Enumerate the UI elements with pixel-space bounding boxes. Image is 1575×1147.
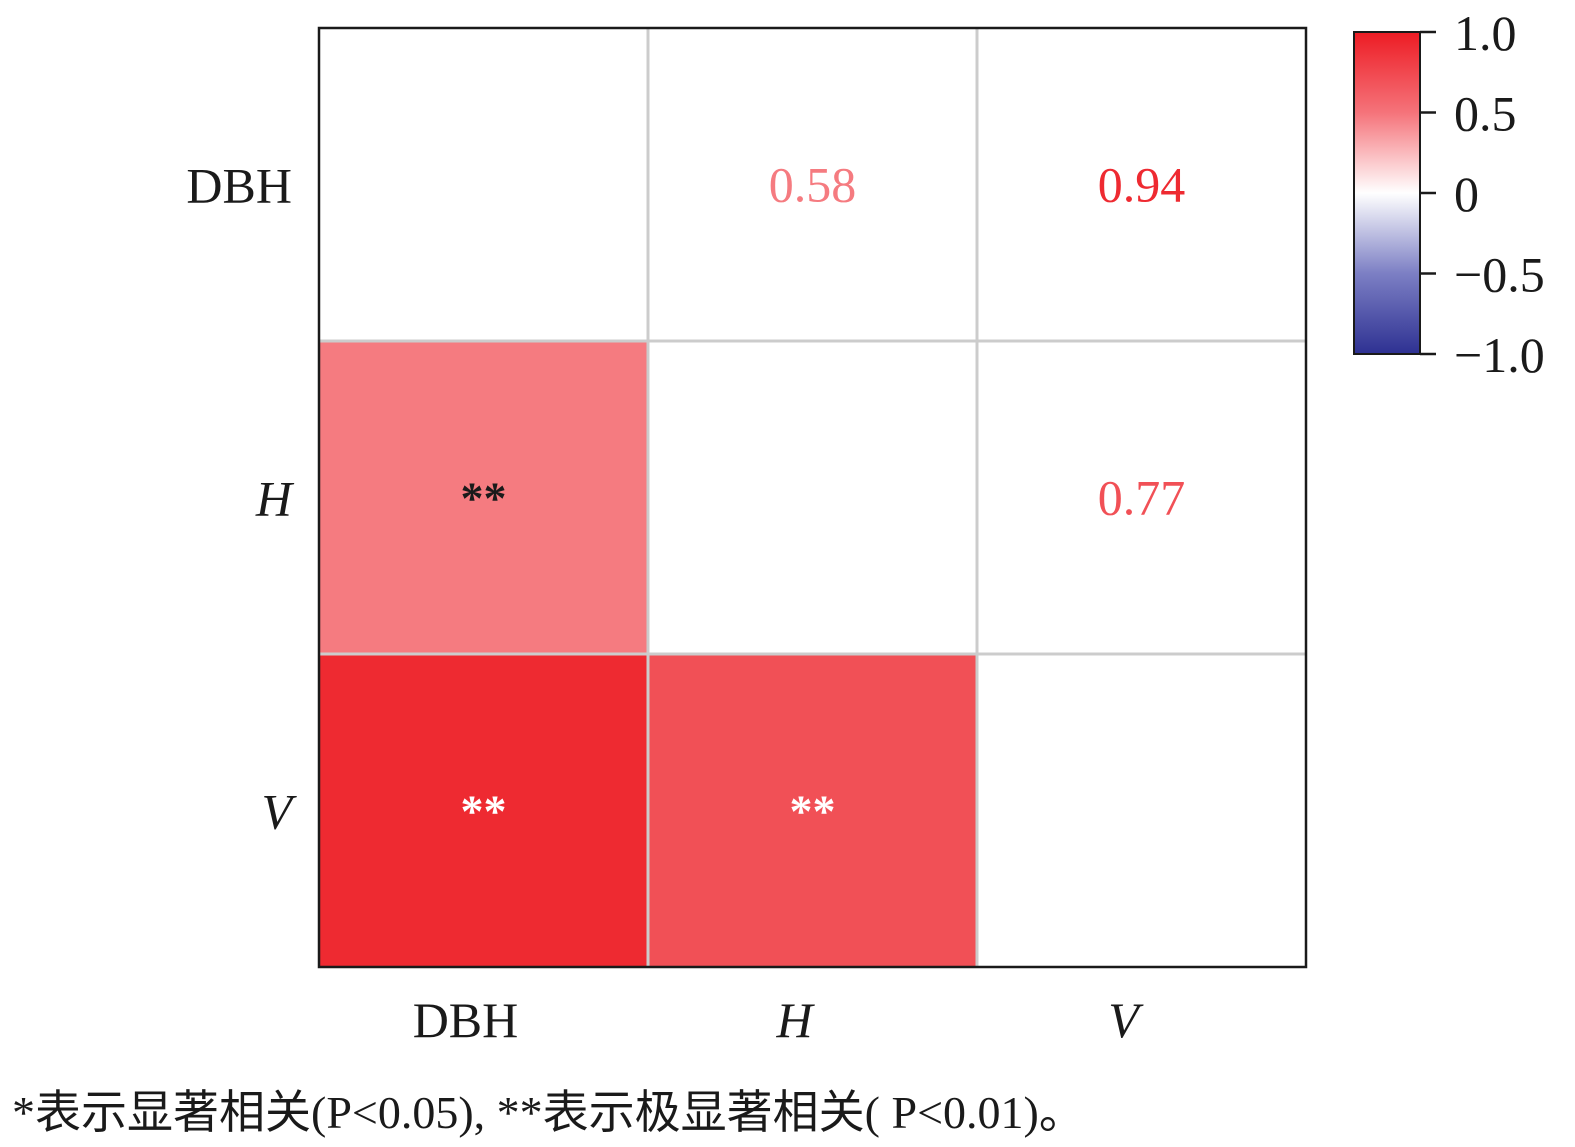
colorbar-tick-label: −1.0: [1454, 327, 1545, 383]
y-tick-label: DBH: [186, 158, 292, 214]
correlation-value-label: 0.58: [769, 157, 857, 213]
plot-frame: [317, 26, 1308, 969]
heatmap-cell-r1-c0: [319, 341, 648, 654]
significance-marker: **: [461, 473, 507, 524]
heatmap-cell-r2-c1: [648, 654, 977, 967]
x-tick-label: V: [1108, 992, 1144, 1048]
significance-marker: **: [461, 786, 507, 837]
heatmap-cell-r2-c0: [319, 654, 648, 967]
significance-marker: **: [790, 786, 836, 837]
colorbar-tick-label: 1.0: [1454, 5, 1517, 61]
colorbar-tick-label: 0: [1454, 166, 1479, 222]
y-tick-label: V: [261, 784, 297, 840]
correlation-value-label: 0.94: [1098, 157, 1186, 213]
x-tick-label: H: [775, 992, 815, 1048]
colorbar-tick-label: −0.5: [1454, 247, 1545, 303]
footnote: *表示显著相关(P<0.05), **表示极显著相关( P<0.01)。: [12, 1087, 1085, 1138]
y-tick-label: H: [255, 471, 295, 527]
colorbar: [1353, 31, 1421, 355]
colorbar-tick-label: 0.5: [1454, 86, 1517, 142]
correlation-value-label: 0.77: [1098, 470, 1186, 526]
x-tick-label: DBH: [413, 992, 519, 1048]
correlation-heatmap: ** ** ** 0.58 0.94 0.77 DBH DBH H H V V 1.0 0.5 0 −0.…: [186, 5, 1545, 1048]
